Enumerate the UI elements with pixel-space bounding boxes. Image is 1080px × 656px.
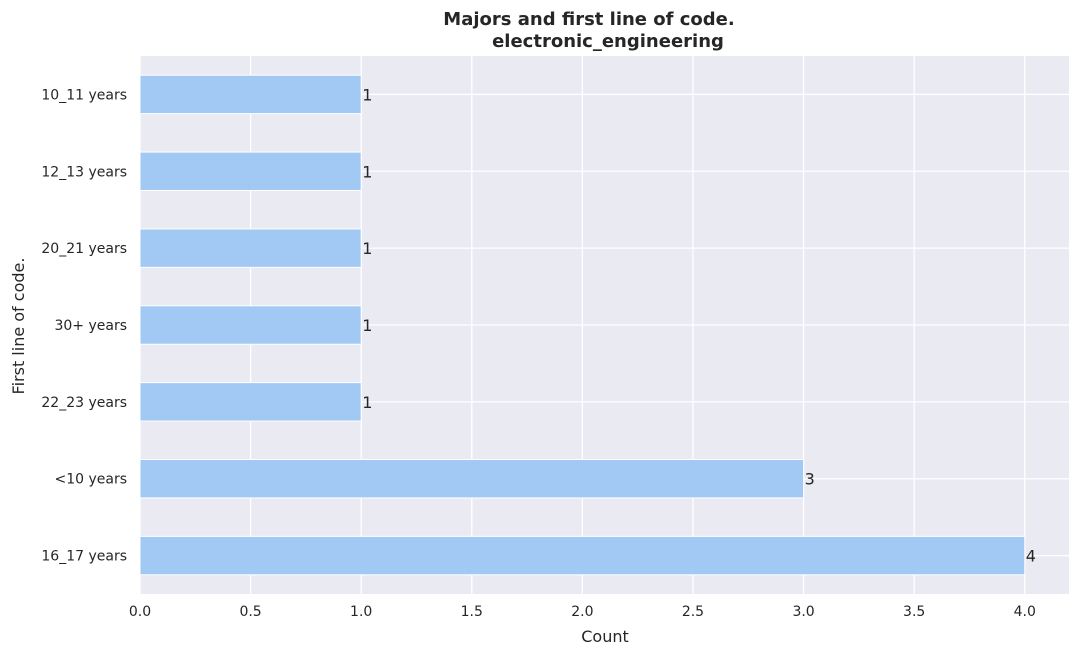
bar--10-years	[139, 459, 805, 499]
x-tick-label: 2.5	[682, 604, 704, 620]
bar-22-23-years	[139, 382, 362, 422]
bars	[139, 74, 1026, 576]
bar-10-11-years	[139, 74, 362, 115]
y-tick-label: 20_21 years	[41, 241, 127, 257]
bar-20-21-years	[139, 228, 362, 268]
y-tick-label: <10 years	[54, 472, 127, 488]
x-tick-label: 0.5	[239, 604, 261, 620]
y-tick-label: 16_17 years	[41, 549, 127, 565]
bar-value-label: 1	[362, 316, 372, 335]
bar-value-label: 3	[805, 470, 815, 489]
bar-value-label: 1	[362, 393, 372, 412]
x-tick-label: 2.0	[571, 604, 593, 620]
x-tick-label: 3.0	[792, 604, 814, 620]
chart-title-line1: Majors and first line of code.	[443, 9, 734, 30]
x-tick-label: 1.0	[350, 604, 372, 620]
y-axis-label: First line of code.	[9, 258, 28, 395]
x-tick-label: 0.0	[129, 604, 151, 620]
bar-12-13-years	[139, 151, 362, 191]
y-tick-label: 30+ years	[54, 318, 127, 334]
x-tick-label: 3.5	[903, 604, 925, 620]
bar-value-label: 4	[1026, 547, 1036, 566]
bar-30-years	[139, 305, 362, 345]
y-tick-label: 10_11 years	[41, 87, 127, 103]
data-labels: 1 1 1 1 1 3 4	[362, 85, 1036, 565]
bar-16-17-years	[139, 535, 1026, 576]
y-tick-labels: 10_11 years 12_13 years 20_21 years 30+ yea…	[41, 87, 127, 564]
x-tick-label: 1.5	[461, 604, 483, 620]
y-tick-label: 22_23 years	[41, 395, 127, 411]
bar-value-label: 1	[362, 239, 372, 258]
bar-value-label: 1	[362, 162, 372, 181]
chart-title-line2: electronic_engineering	[492, 31, 724, 52]
x-axis-label: Count	[581, 627, 629, 646]
bar-value-label: 1	[362, 85, 372, 104]
x-tick-labels: 0.0 0.5 1.0 1.5 2.0 2.5 3.0 3.5 4.0	[129, 604, 1036, 620]
y-tick-label: 12_13 years	[41, 164, 127, 180]
x-tick-label: 4.0	[1014, 604, 1036, 620]
